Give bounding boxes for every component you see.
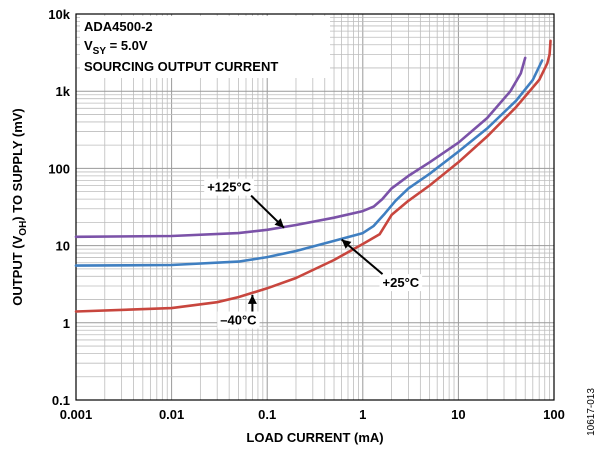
x-tick-labels: 0.001 0.01 0.1 1 10 100	[60, 407, 565, 422]
annotation-box-background	[80, 16, 330, 78]
annotation-supply-sub: SY	[93, 46, 107, 57]
series-layer	[74, 39, 552, 313]
x-axis-label: LOAD CURRENT (mA)	[246, 430, 383, 445]
x-tick-label: 1	[359, 407, 366, 422]
y-axis-label: OUTPUT (VOH) TO SUPPLY (mV)	[10, 108, 29, 306]
y-tick-label: 0.1	[52, 393, 70, 408]
series-line-1	[74, 59, 544, 267]
series-label-2: –40°C	[220, 313, 257, 328]
x-tick-label: 0.1	[258, 407, 276, 422]
y-tick-label: 100	[48, 161, 70, 176]
series-line-2	[74, 39, 552, 313]
x-tick-label: 100	[543, 407, 565, 422]
x-tick-label: 10	[451, 407, 465, 422]
annotation-mode: SOURCING OUTPUT CURRENT	[84, 59, 278, 74]
y-axis-label-sub: OH	[18, 221, 29, 236]
y-tick-label: 1k	[56, 84, 71, 99]
series-label-1: +25°C	[383, 275, 420, 290]
y-tick-label: 10k	[48, 7, 70, 22]
plot-frame	[75, 13, 555, 401]
y-tick-label: 10	[56, 239, 70, 254]
y-axis-label-main: OUTPUT (V	[10, 235, 25, 305]
y-tick-label: 1	[63, 316, 70, 331]
annotation-box: ADA4500-2 VSY = 5.0V SOURCING OUTPUT CUR…	[80, 16, 330, 78]
annotation-supply-tail: = 5.0V	[106, 38, 148, 53]
x-tick-label: 0.001	[60, 407, 93, 422]
annotation-device: ADA4500-2	[84, 19, 153, 34]
series-label-0: +125°C	[207, 180, 251, 195]
series-arrowhead-1	[341, 239, 352, 249]
figure-code: 10617-013	[586, 388, 597, 436]
series-label-layer: +125°C +25°C –40°C	[204, 178, 423, 329]
series-line-0	[74, 56, 527, 239]
series-label-background-1	[379, 274, 423, 292]
series-arrowhead-2	[247, 294, 257, 304]
y-axis-label-tail: ) TO SUPPLY (mV)	[10, 108, 25, 220]
annotation-supply-main: V	[84, 38, 93, 53]
x-tick-label: 0.01	[159, 407, 184, 422]
series-label-background-2	[217, 311, 260, 329]
y-tick-labels: 0.1 1 10 100 1k 10k	[48, 7, 70, 408]
annotation-supply: VSY = 5.0V	[84, 38, 148, 57]
series-label-background-0	[204, 178, 255, 196]
series-arrowhead-0	[274, 218, 284, 228]
